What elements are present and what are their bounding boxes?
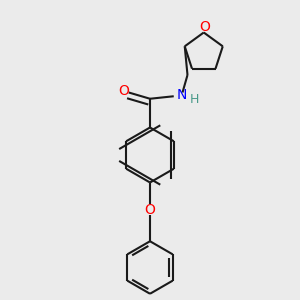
Text: O: O xyxy=(145,203,155,217)
Text: O: O xyxy=(200,20,210,34)
Text: N: N xyxy=(177,88,187,102)
Text: H: H xyxy=(190,93,200,106)
Text: O: O xyxy=(118,84,129,98)
